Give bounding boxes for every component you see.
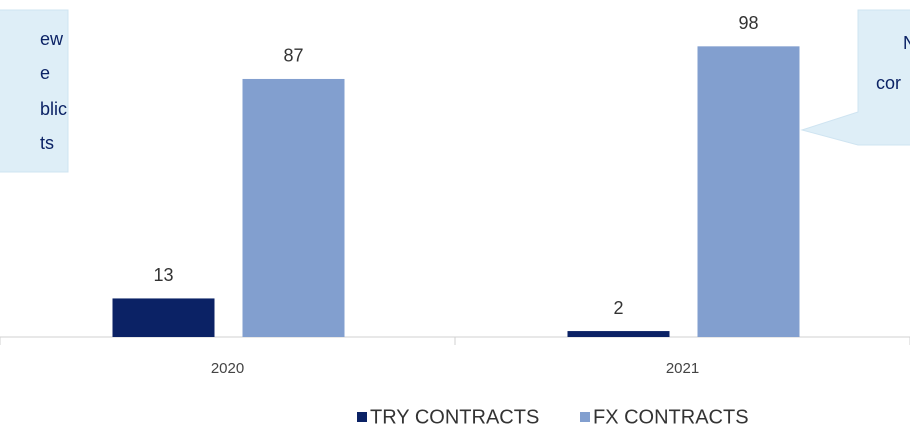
callout-text: ts — [40, 133, 54, 153]
bar — [567, 331, 670, 337]
callout-text: cor — [876, 73, 901, 93]
callout-text: ew — [40, 29, 64, 49]
callout-text: blic — [40, 99, 67, 119]
bar — [242, 78, 345, 337]
value-label: 13 — [153, 265, 173, 285]
callout-box — [800, 9, 910, 146]
callout-box — [0, 9, 69, 173]
callout-text: N — [903, 33, 910, 53]
x-tick-label: 2020 — [211, 360, 244, 377]
x-tick-label: 2021 — [666, 360, 699, 377]
legend-swatch — [580, 412, 590, 422]
value-label: 98 — [738, 13, 758, 33]
legend-label: FX CONTRACTS — [593, 406, 749, 428]
value-label: 87 — [283, 46, 303, 66]
callout-text: e — [40, 63, 50, 83]
bar — [697, 46, 800, 337]
bar — [112, 298, 215, 337]
legend-label: TRY CONTRACTS — [370, 406, 539, 428]
value-label: 2 — [613, 298, 623, 318]
legend-swatch — [357, 412, 367, 422]
